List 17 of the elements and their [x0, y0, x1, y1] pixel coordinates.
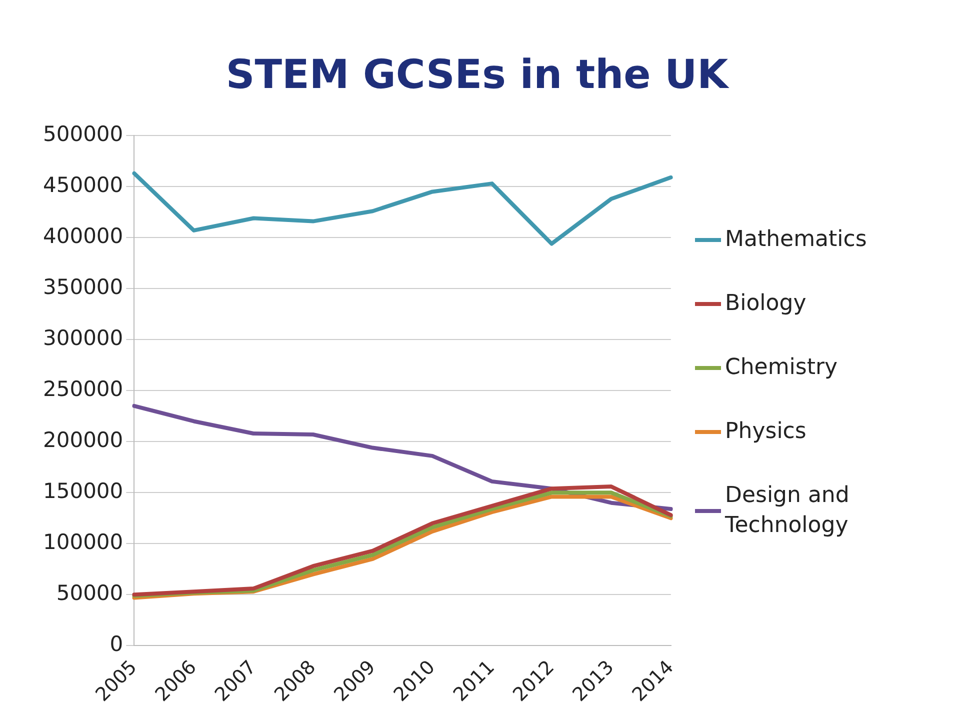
- legend-label: Physics: [725, 418, 806, 446]
- y-tick-label: 400000: [42, 224, 124, 248]
- legend-label: Mathematics: [725, 226, 867, 254]
- y-tick-label: 0: [110, 632, 124, 656]
- y-tick-label: 50000: [56, 581, 124, 606]
- legend-label: Chemistry: [725, 354, 838, 382]
- legend-label: Design and Technology: [725, 482, 850, 540]
- chart-title: STEM GCSEs in the UK: [224, 52, 730, 98]
- y-tick-label: 250000: [42, 377, 124, 402]
- y-tick-label: 500000: [42, 122, 124, 146]
- legend-label: Biology: [725, 290, 806, 318]
- y-tick-label: 300000: [42, 326, 124, 350]
- y-tick-label: 200000: [42, 428, 124, 452]
- y-tick-label: 350000: [42, 275, 124, 300]
- y-tick-label: 100000: [42, 530, 124, 554]
- y-tick-label: 150000: [42, 479, 124, 504]
- y-tick-label: 450000: [42, 173, 124, 198]
